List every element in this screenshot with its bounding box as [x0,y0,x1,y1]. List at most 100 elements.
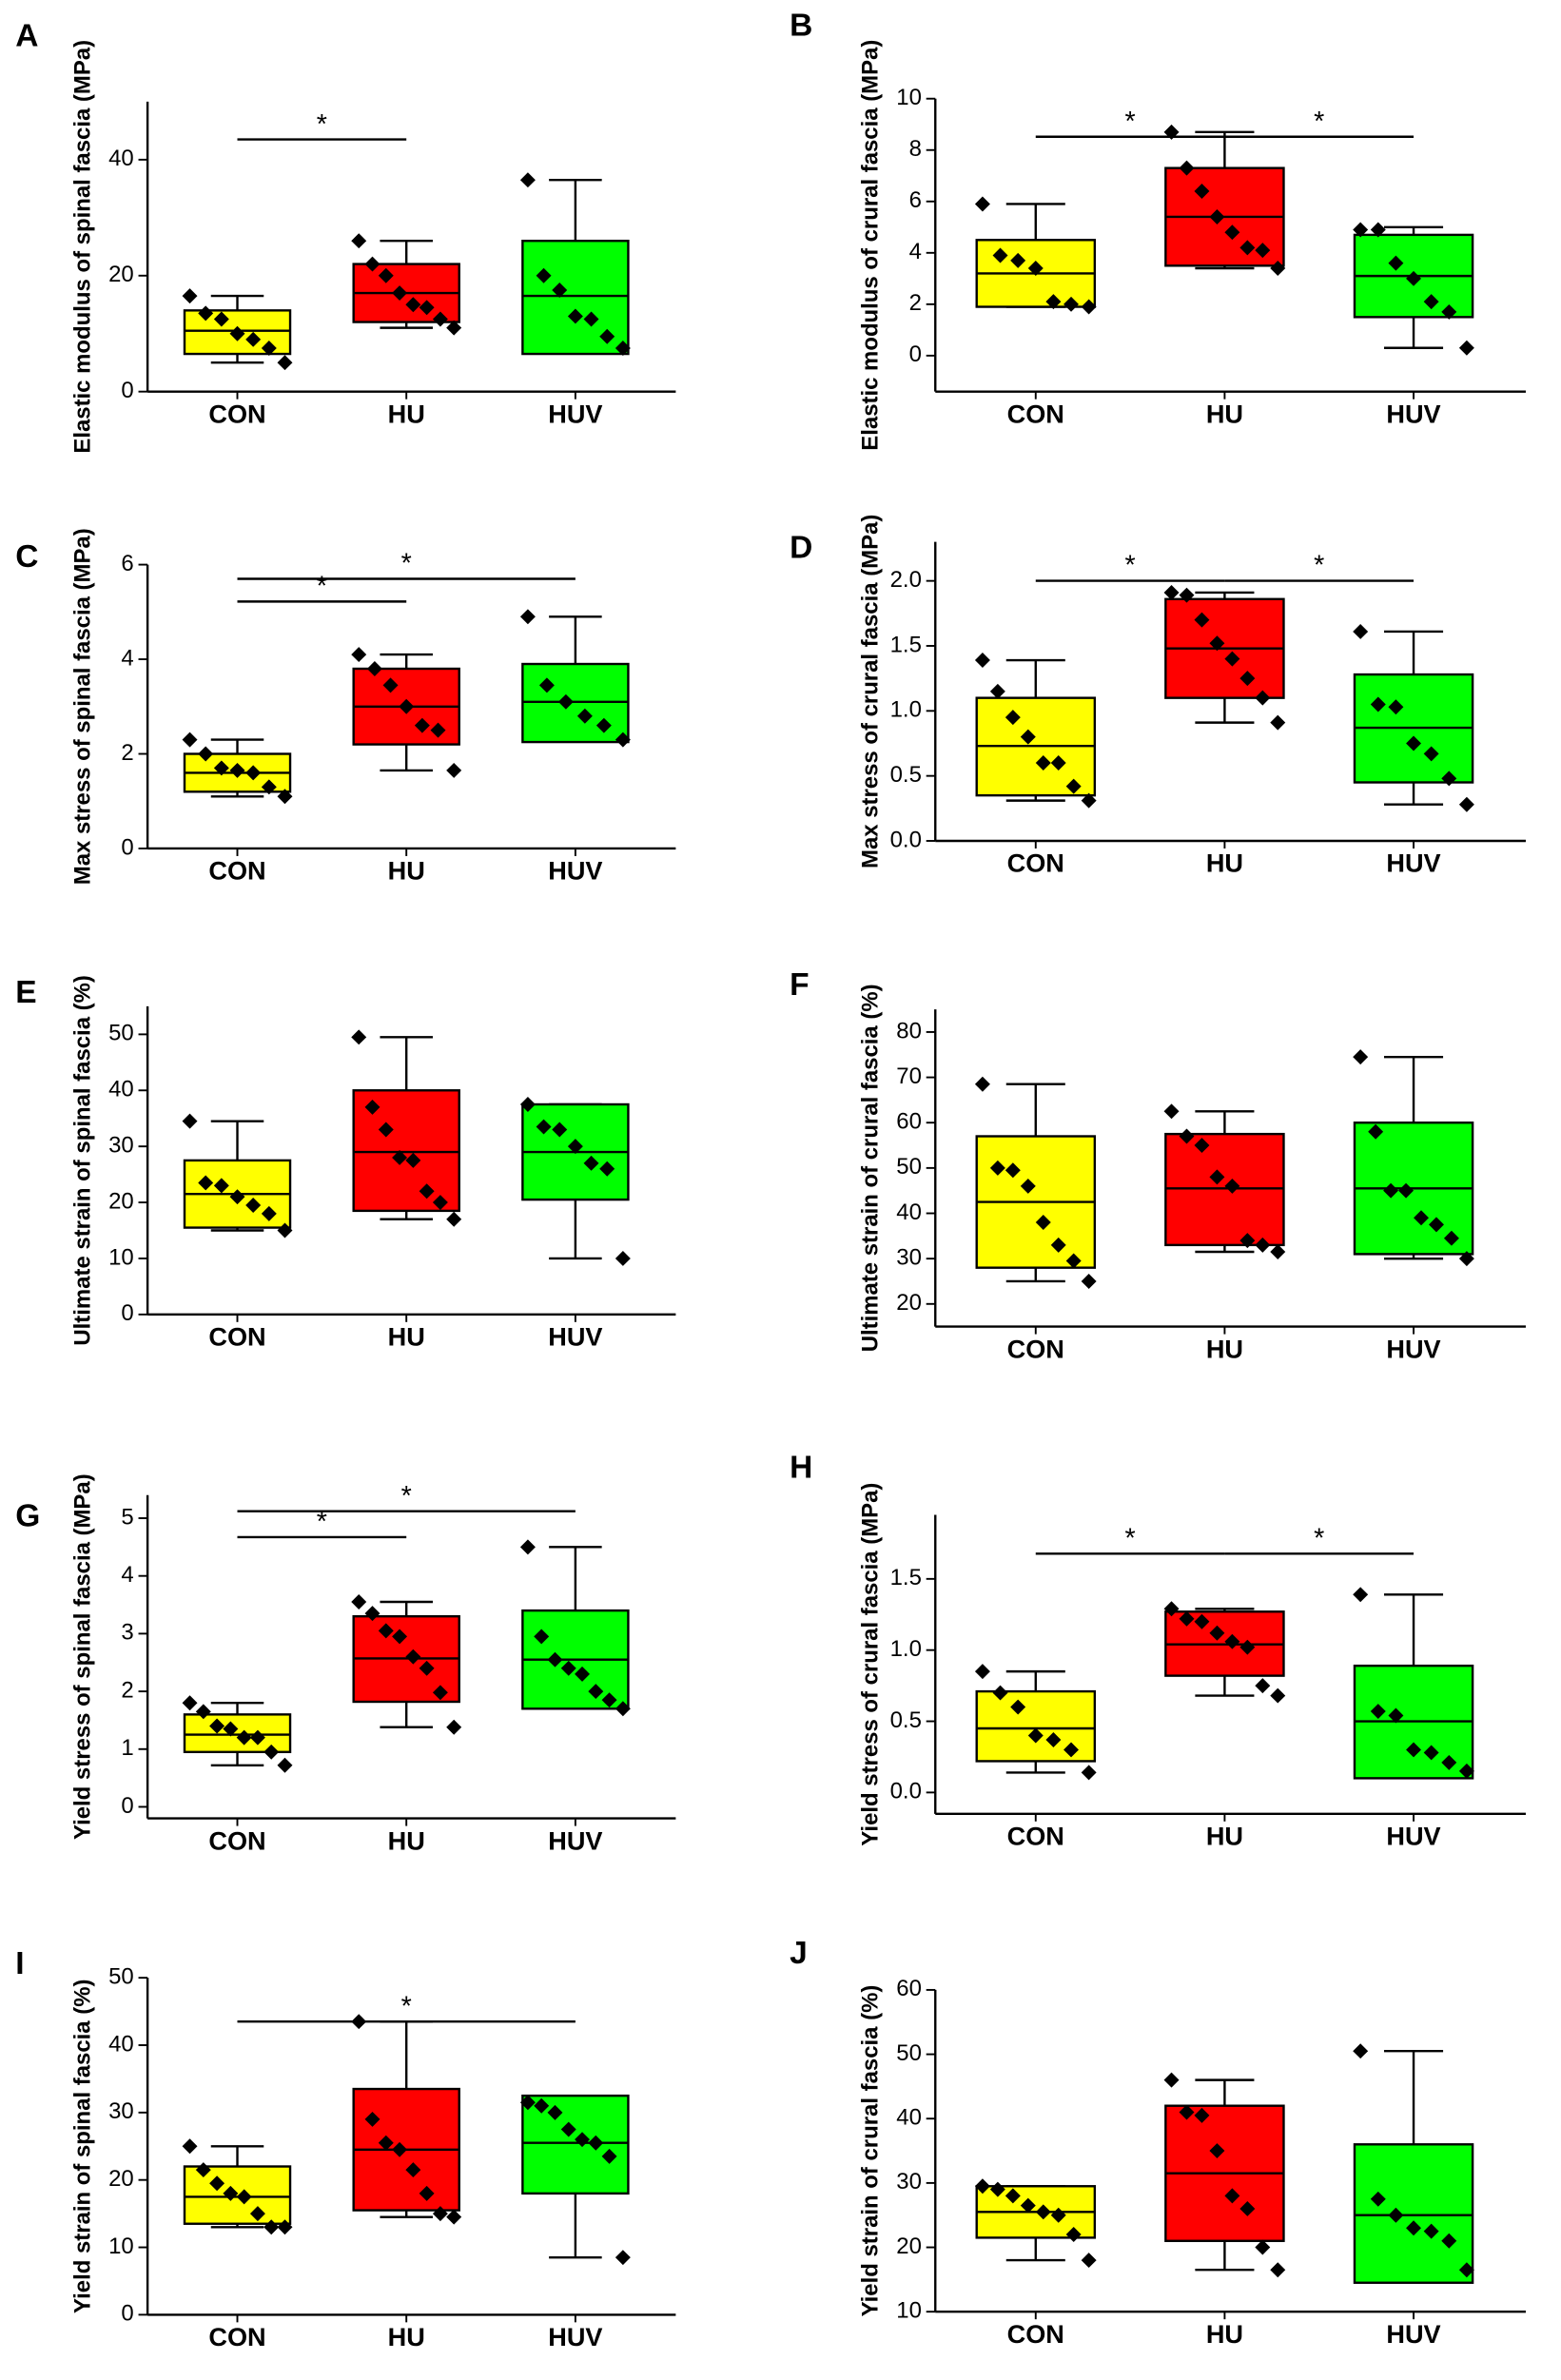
data-point [195,1704,211,1720]
data-point [245,331,262,347]
y-tick-label: 6 [121,551,133,576]
data-point [1239,1639,1256,1655]
y-tick-label: 6 [909,187,922,213]
data-point [229,325,245,341]
data-point [446,1211,462,1227]
data-point [432,2206,448,2222]
y-tick-label: 10 [896,85,922,110]
y-tick-label: 60 [896,1976,922,2001]
data-point [392,1629,408,1645]
panel-letter: B [790,9,812,44]
data-point [1179,160,1195,176]
data-point [1270,1244,1286,1259]
significance-label: * [317,109,327,140]
data-point [351,1029,367,1045]
significance-label: * [1314,551,1324,581]
data-point [1081,1273,1097,1289]
data-point [1255,1678,1271,1694]
data-point [989,683,1005,699]
data-point [536,267,552,283]
data-point [1050,1237,1066,1253]
data-point [1005,710,1021,726]
data-point [1179,2104,1195,2120]
data-point [382,677,399,693]
data-point [575,2132,591,2148]
data-point [209,2175,225,2192]
data-point [519,1097,536,1112]
y-axis-label: Elastic modulus of crural fascia (MPa) [858,40,884,451]
data-point [974,1076,990,1092]
data-point [974,1664,990,1680]
data-point [519,2095,536,2111]
y-tick-label: 0 [121,1300,133,1326]
data-point [277,1757,293,1773]
x-tick-label: HU [1206,1334,1243,1363]
data-point [1353,1587,1369,1603]
data-point [414,717,430,733]
data-point [1063,1742,1079,1758]
data-point [1081,1765,1097,1781]
data-point [560,2121,576,2137]
y-tick-label: 1.5 [890,632,922,657]
x-tick-label: HU [1206,399,1243,428]
x-tick-label: HU [388,1825,425,1855]
data-point [1005,1162,1021,1179]
data-point [575,1666,591,1682]
data-point [1270,1687,1286,1704]
significance-label: * [401,549,412,579]
data-point [351,233,367,249]
data-point [1050,755,1066,771]
data-point [249,2206,265,2222]
data-point [974,653,990,669]
data-point [1270,714,1286,731]
panel-letter: D [790,530,812,565]
data-point [209,1718,225,1734]
y-tick-label: 20 [108,1188,134,1214]
y-tick-label: 70 [896,1063,922,1089]
data-point [277,2219,293,2235]
data-point [351,1594,367,1609]
data-point [351,647,367,663]
box [521,662,630,744]
x-tick-label: HU [388,2322,425,2351]
data-point [277,355,293,371]
y-tick-label: 4 [121,645,133,671]
y-tick-label: 0.5 [890,1707,922,1733]
data-point [419,2185,435,2201]
significance-label: * [1124,551,1135,581]
y-tick-label: 3 [121,1620,133,1646]
y-tick-label: 20 [108,262,134,287]
y-tick-label: 2.0 [890,567,922,593]
data-point [1209,209,1225,224]
y-tick-label: 0 [121,834,133,860]
y-tick-label: 0.0 [890,1779,922,1805]
y-tick-label: 0 [121,2301,133,2327]
y-tick-label: 4 [909,239,922,264]
data-point [378,1623,394,1639]
panel-letter: E [15,975,36,1010]
x-tick-label: HU [1206,2319,1243,2349]
data-point [198,1175,214,1191]
y-tick-label: 50 [896,2040,922,2066]
x-tick-label: CON [208,2322,265,2351]
y-tick-label: 50 [108,1021,134,1046]
y-tick-label: 40 [108,2031,134,2057]
y-tick-label: 40 [108,1077,134,1102]
y-tick-label: 1.0 [890,1636,922,1662]
data-point [419,300,435,316]
significance-label: * [401,1991,412,2021]
data-point [1179,1610,1195,1627]
x-tick-label: HU [388,399,425,428]
box [1353,2143,1474,2284]
x-tick-label: CON [1007,1822,1064,1851]
data-point [1370,1704,1386,1720]
data-point [1423,1745,1439,1761]
x-tick-label: CON [1007,1334,1064,1363]
data-point [405,1648,421,1665]
y-tick-label: 2 [909,290,922,316]
data-point [1441,771,1457,787]
y-tick-label: 1 [121,1735,133,1761]
data-point [182,732,198,748]
x-tick-label: HU [388,1322,425,1352]
x-tick-label: HUV [548,1825,602,1855]
